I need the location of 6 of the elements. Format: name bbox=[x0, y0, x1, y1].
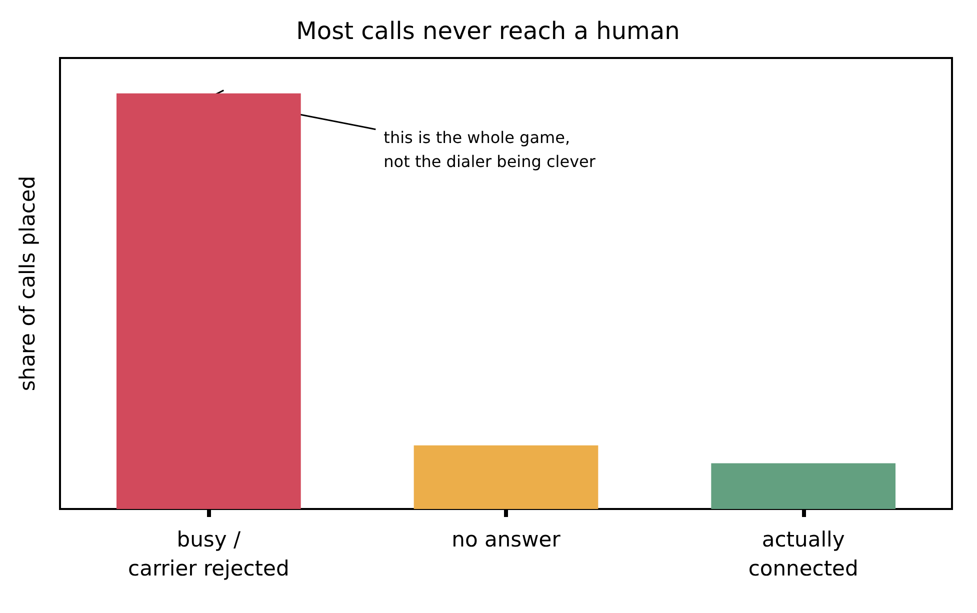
y-axis-title: share of calls placed bbox=[16, 176, 40, 392]
annotation: this is the whole game, not the dialer being clever bbox=[384, 128, 596, 171]
chart-title: Most calls never reach a human bbox=[296, 17, 680, 45]
x-tick-label: actually connected bbox=[748, 528, 858, 580]
x-tick-label: no answer bbox=[452, 528, 561, 552]
x-tick-label: busy / carrier rejected bbox=[128, 528, 290, 580]
